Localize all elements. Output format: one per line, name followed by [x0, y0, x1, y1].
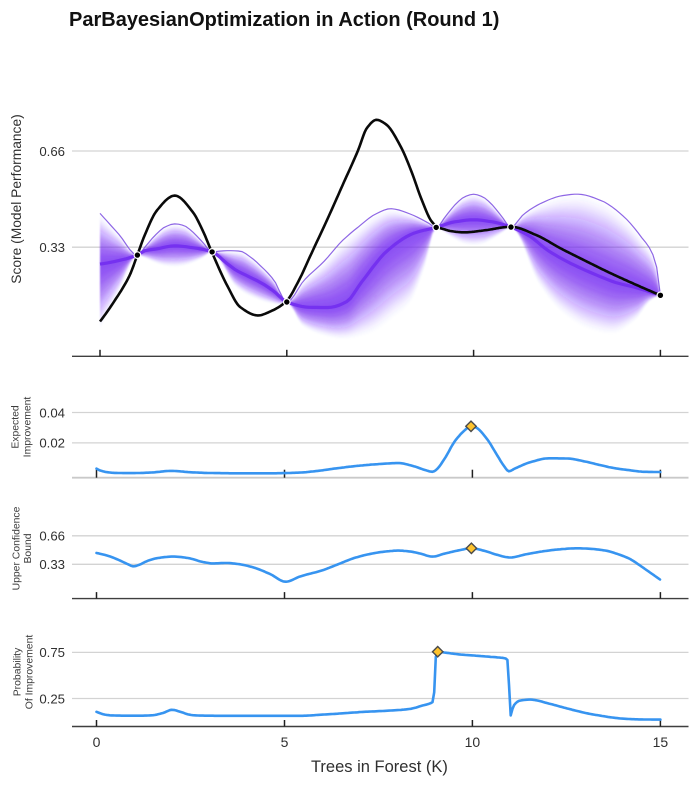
svg-text:Upper Confidence: Upper Confidence — [12, 506, 23, 590]
svg-text:ParBayesianOptimization in Act: ParBayesianOptimization in Action (Round… — [69, 9, 499, 31]
svg-text:0.33: 0.33 — [39, 240, 65, 255]
svg-text:0.33: 0.33 — [39, 557, 65, 572]
svg-text:Of Improvement: Of Improvement — [24, 635, 35, 710]
svg-text:0.02: 0.02 — [39, 436, 65, 451]
svg-text:Score (Model Performance): Score (Model Performance) — [9, 114, 24, 283]
svg-text:0.66: 0.66 — [39, 529, 65, 544]
svg-text:5: 5 — [281, 734, 289, 750]
svg-text:10: 10 — [465, 734, 481, 750]
svg-text:Probability: Probability — [12, 647, 23, 696]
svg-text:Improvement: Improvement — [23, 397, 34, 458]
svg-text:0.66: 0.66 — [39, 144, 65, 159]
svg-text:Trees in Forest (K): Trees in Forest (K) — [311, 758, 448, 776]
svg-text:0.04: 0.04 — [39, 405, 65, 420]
svg-text:15: 15 — [653, 734, 669, 750]
svg-text:Expected: Expected — [11, 405, 22, 449]
svg-text:0.25: 0.25 — [39, 691, 65, 706]
svg-text:0: 0 — [93, 734, 101, 750]
svg-text:Bound: Bound — [23, 533, 34, 563]
svg-text:0.75: 0.75 — [39, 645, 65, 660]
